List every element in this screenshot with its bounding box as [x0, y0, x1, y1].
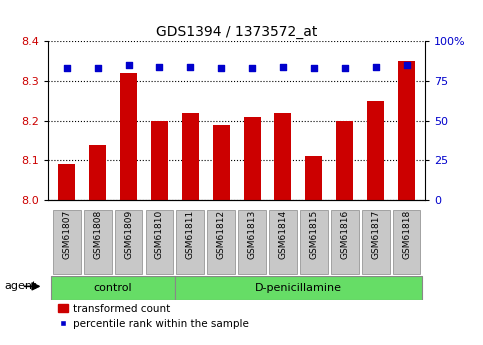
Text: GSM61816: GSM61816 [340, 210, 349, 259]
Bar [274, 113, 291, 200]
Point [310, 66, 318, 71]
Bar [151, 121, 168, 200]
FancyBboxPatch shape [53, 210, 81, 275]
FancyBboxPatch shape [300, 210, 328, 275]
FancyBboxPatch shape [269, 210, 297, 275]
FancyBboxPatch shape [51, 276, 175, 300]
FancyBboxPatch shape [362, 210, 389, 275]
Bar [120, 73, 137, 200]
FancyBboxPatch shape [331, 210, 359, 275]
Bar [89, 145, 106, 200]
Point [217, 66, 225, 71]
Bar [305, 157, 322, 200]
Point [372, 64, 380, 70]
Text: GSM61810: GSM61810 [155, 210, 164, 259]
Bar [58, 164, 75, 200]
Bar [336, 121, 353, 200]
FancyBboxPatch shape [114, 210, 142, 275]
FancyBboxPatch shape [207, 210, 235, 275]
Point [248, 66, 256, 71]
Text: GSM61818: GSM61818 [402, 210, 411, 259]
Point [156, 64, 163, 70]
Text: GSM61815: GSM61815 [310, 210, 318, 259]
FancyBboxPatch shape [238, 210, 266, 275]
FancyBboxPatch shape [175, 276, 422, 300]
FancyBboxPatch shape [84, 210, 112, 275]
Point [63, 66, 71, 71]
Bar [243, 117, 261, 200]
Text: control: control [94, 283, 132, 293]
Text: agent: agent [5, 282, 37, 291]
Title: GDS1394 / 1373572_at: GDS1394 / 1373572_at [156, 25, 317, 39]
Point [279, 64, 287, 70]
Bar [398, 61, 415, 200]
Text: GSM61814: GSM61814 [279, 210, 287, 259]
Text: GSM61809: GSM61809 [124, 210, 133, 259]
Text: GSM61813: GSM61813 [248, 210, 256, 259]
Point [186, 64, 194, 70]
Text: GSM61811: GSM61811 [186, 210, 195, 259]
FancyBboxPatch shape [393, 210, 420, 275]
Legend: transformed count, percentile rank within the sample: transformed count, percentile rank withi… [54, 299, 254, 333]
Text: GSM61812: GSM61812 [217, 210, 226, 259]
Point [94, 66, 101, 71]
Text: GSM61817: GSM61817 [371, 210, 380, 259]
Text: GSM61807: GSM61807 [62, 210, 71, 259]
Text: D-penicillamine: D-penicillamine [255, 283, 342, 293]
FancyBboxPatch shape [145, 210, 173, 275]
Bar [213, 125, 230, 200]
Point [341, 66, 349, 71]
FancyBboxPatch shape [176, 210, 204, 275]
Bar [367, 101, 384, 200]
Text: GSM61808: GSM61808 [93, 210, 102, 259]
Point [125, 62, 132, 68]
Bar [182, 113, 199, 200]
Point [403, 62, 411, 68]
